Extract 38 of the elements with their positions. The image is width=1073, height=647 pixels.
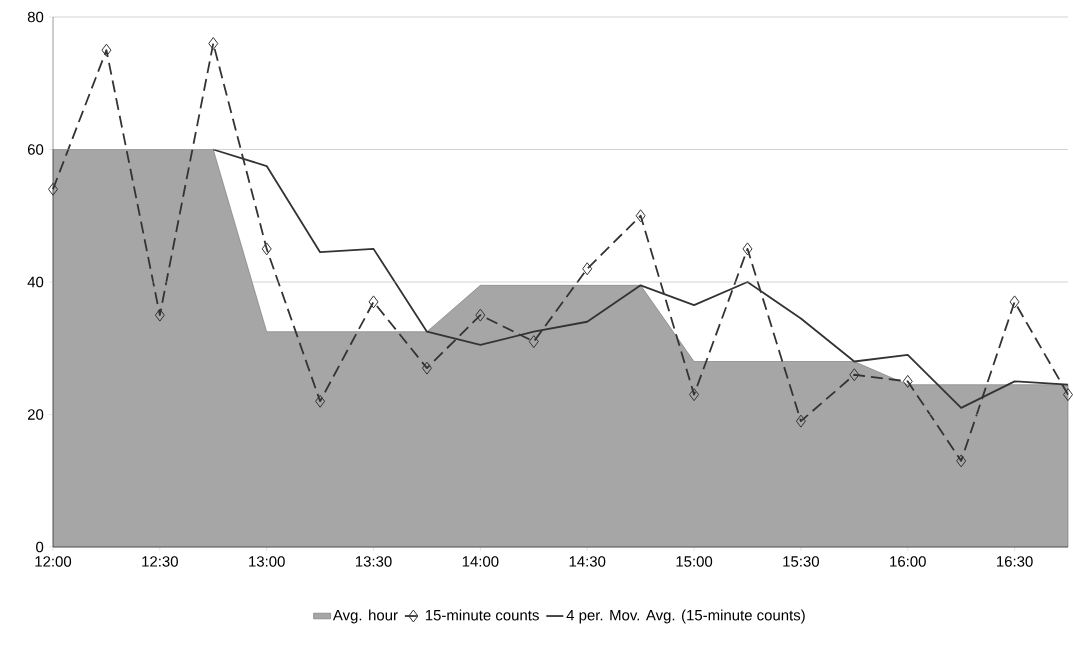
x-tick-label: 13:00 <box>249 556 285 567</box>
point <box>956 454 967 468</box>
y-tick-label: 40 <box>27 276 44 288</box>
x-tick-label: 15:30 <box>783 556 819 567</box>
point <box>368 295 379 309</box>
point <box>582 262 593 276</box>
point <box>902 374 913 388</box>
point <box>635 209 646 223</box>
point <box>1063 388 1073 402</box>
x-tick-label: 14:30 <box>569 556 606 567</box>
legend-label: 15-minute counts <box>425 609 539 621</box>
point <box>849 368 860 382</box>
x-tick-label: 13:30 <box>355 556 392 567</box>
y-tick-label: 20 <box>27 409 44 420</box>
point <box>1009 295 1020 309</box>
x-tick-label: 12:30 <box>142 556 178 567</box>
point <box>101 43 112 57</box>
point <box>528 335 539 349</box>
point <box>475 308 486 322</box>
x-tick-label: 16:30 <box>997 556 1033 567</box>
point <box>261 242 272 256</box>
y-tick-label: 60 <box>27 144 44 155</box>
x-tick-label: 15:00 <box>676 556 713 567</box>
point <box>48 182 58 196</box>
x-tick-label: 12:00 <box>35 556 72 567</box>
point <box>742 242 753 256</box>
point <box>421 361 432 375</box>
y-tick-label: 0 <box>36 541 44 553</box>
point <box>689 388 700 402</box>
point <box>154 308 165 322</box>
point <box>208 37 219 50</box>
x-tick-label: 14:00 <box>462 556 499 567</box>
legend-label: 4 per. Mov. Avg. (15-minute counts) <box>566 609 805 624</box>
point <box>795 414 806 428</box>
y-tick-label: 80 <box>27 11 44 23</box>
legend-label: Avg. hour <box>332 609 398 624</box>
x-tick-label: 16:00 <box>890 556 926 567</box>
point <box>315 394 326 408</box>
